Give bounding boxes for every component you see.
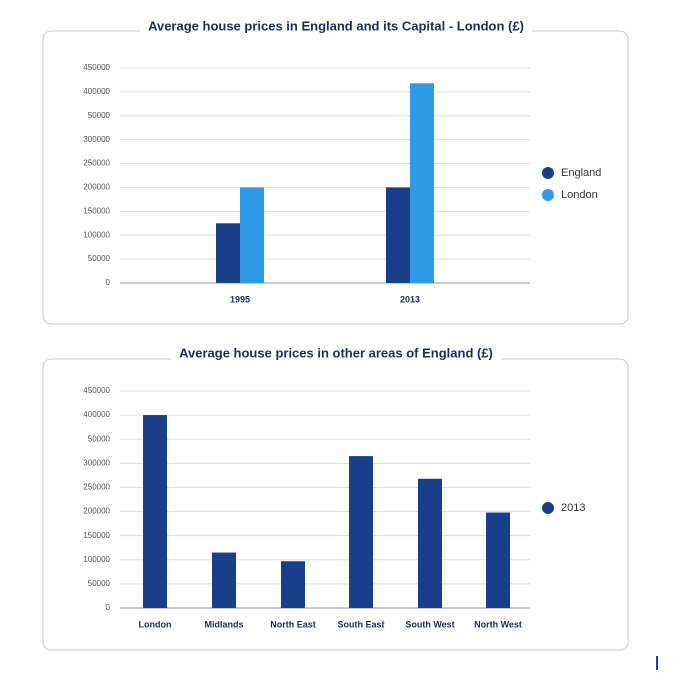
y-tick-label: 300000	[83, 458, 110, 467]
x-tick-label: London	[139, 619, 172, 629]
y-tick-label: 250000	[83, 483, 110, 492]
y-tick-label: 200000	[83, 183, 110, 192]
title-bg	[171, 345, 501, 363]
y-tick-label: 150000	[83, 206, 110, 215]
bar	[212, 552, 236, 608]
y-tick-label: 250000	[83, 159, 110, 168]
legend-marker	[542, 189, 554, 201]
x-tick-label: Midlands	[204, 619, 243, 629]
bar	[281, 561, 305, 608]
y-tick-label: 50000	[88, 579, 111, 588]
y-tick-label: 450000	[83, 63, 110, 72]
panel	[42, 30, 629, 325]
bar	[418, 478, 442, 608]
y-tick-label: 50000	[88, 434, 111, 443]
bar	[240, 187, 264, 283]
x-tick-label: North East	[270, 619, 316, 629]
x-tick-label: North West	[474, 619, 522, 629]
bar	[410, 83, 434, 284]
cursor	[656, 656, 658, 670]
chart-title: Average house prices in other areas of E…	[179, 345, 493, 360]
y-tick-label: 0	[106, 603, 111, 612]
y-tick-label: 400000	[83, 410, 110, 419]
bar	[486, 512, 510, 608]
chart-title: Average house prices in England and its …	[148, 18, 524, 33]
y-tick-label: 100000	[83, 230, 110, 239]
x-tick-label: 1995	[230, 294, 250, 304]
legend-marker	[542, 502, 554, 514]
y-tick-label: 0	[106, 278, 111, 287]
y-tick-label: 450000	[83, 386, 110, 395]
legend-label: London	[561, 189, 598, 201]
x-tick-label: South West	[405, 619, 454, 629]
panel	[42, 358, 629, 651]
y-tick-label: 100000	[83, 555, 110, 564]
bar	[216, 223, 240, 283]
y-tick-label: 50000	[88, 111, 111, 120]
title-bg	[140, 18, 532, 36]
bar	[349, 456, 373, 608]
legend-label: England	[561, 167, 601, 179]
x-tick-label: 2013	[400, 294, 420, 304]
y-tick-label: 150000	[83, 531, 110, 540]
y-tick-label: 200000	[83, 507, 110, 516]
y-tick-label: 300000	[83, 135, 110, 144]
bar	[143, 415, 167, 608]
legend-label: 2013	[561, 502, 585, 514]
bar	[386, 187, 410, 283]
x-tick-label: South East	[337, 619, 384, 629]
legend-marker	[542, 167, 554, 179]
y-tick-label: 50000	[88, 254, 111, 263]
y-tick-label: 400000	[83, 87, 110, 96]
